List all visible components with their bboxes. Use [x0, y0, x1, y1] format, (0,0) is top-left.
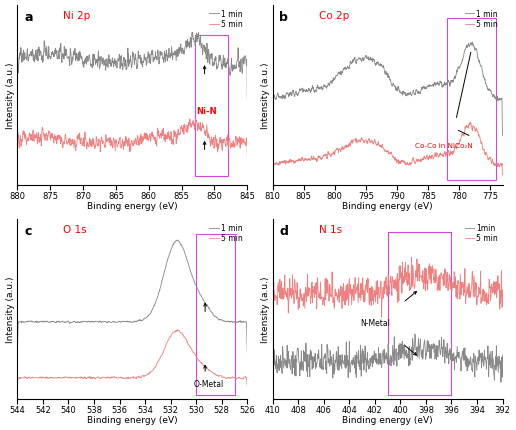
Text: O 1s: O 1s — [63, 224, 87, 234]
Legend: 1 min, 5 min: 1 min, 5 min — [206, 7, 246, 32]
Bar — [196, 234, 234, 395]
Text: a: a — [24, 11, 33, 24]
Text: O-Metal: O-Metal — [194, 380, 224, 388]
Y-axis label: Intensity (a.u.): Intensity (a.u.) — [6, 62, 14, 129]
Legend: 1 min, 5 min: 1 min, 5 min — [462, 7, 501, 32]
Legend: 1min, 5 min: 1min, 5 min — [462, 221, 501, 246]
X-axis label: Binding energy (eV): Binding energy (eV) — [342, 415, 433, 424]
Text: N-Metal: N-Metal — [360, 318, 390, 327]
Text: Ni 2p: Ni 2p — [63, 11, 91, 21]
Text: b: b — [280, 11, 288, 24]
Bar — [446, 19, 496, 181]
Text: Ni-N: Ni-N — [196, 106, 217, 115]
X-axis label: Binding energy (eV): Binding energy (eV) — [87, 202, 178, 211]
Text: N 1s: N 1s — [318, 224, 342, 234]
X-axis label: Binding energy (eV): Binding energy (eV) — [342, 202, 433, 211]
Text: Co 2p: Co 2p — [318, 11, 349, 21]
Text: c: c — [24, 224, 31, 237]
Bar — [388, 233, 452, 396]
Y-axis label: Intensity (a.u.): Intensity (a.u.) — [6, 276, 14, 342]
Text: d: d — [280, 224, 288, 237]
X-axis label: Binding energy (eV): Binding energy (eV) — [87, 415, 178, 424]
Text: Co-Co in NiCo₂N: Co-Co in NiCo₂N — [414, 143, 472, 149]
Y-axis label: Intensity (a.u.): Intensity (a.u.) — [261, 62, 270, 129]
Legend: 1 min, 5 min: 1 min, 5 min — [206, 221, 246, 246]
Y-axis label: Intensity (a.u.): Intensity (a.u.) — [261, 276, 270, 342]
Bar — [195, 36, 228, 176]
